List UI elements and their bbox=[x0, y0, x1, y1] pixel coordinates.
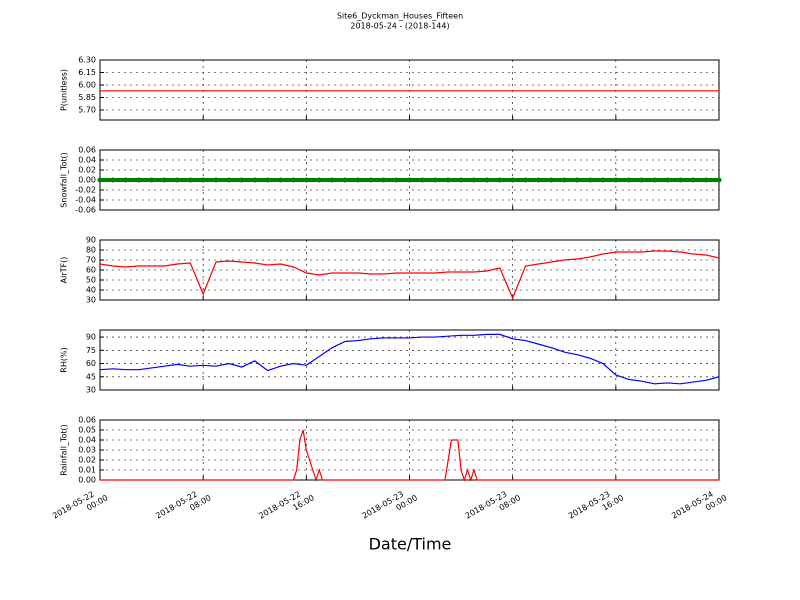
y-axis-label: Rainfall_Tot() bbox=[60, 424, 69, 476]
y-tick-label: 5.70 bbox=[78, 106, 96, 115]
y-tick-label: 6.30 bbox=[78, 56, 96, 65]
y-tick-label: 40 bbox=[86, 286, 96, 295]
y-tick-label: 70 bbox=[86, 256, 96, 265]
data-line bbox=[99, 333, 720, 385]
data-line bbox=[99, 250, 720, 300]
y-tick-label: 0.01 bbox=[78, 466, 96, 475]
y-tick-label: 0.04 bbox=[78, 436, 96, 445]
y-axis-label: RH(%) bbox=[60, 347, 69, 372]
plot-frame bbox=[99, 59, 720, 121]
y-tick-label: 80 bbox=[86, 246, 96, 255]
y-tick-label: 90 bbox=[86, 236, 96, 245]
y-tick-label: 0.05 bbox=[78, 426, 96, 435]
y-tick-label: 60 bbox=[86, 359, 96, 368]
y-tick-label: -0.02 bbox=[75, 186, 96, 195]
y-tick-label: 0.02 bbox=[78, 166, 96, 175]
y-tick-label: -0.06 bbox=[75, 206, 96, 215]
y-tick-label: 0.06 bbox=[78, 146, 96, 155]
y-axis-label: Snowfall_Tot() bbox=[60, 152, 69, 208]
y-tick-label: 90 bbox=[86, 333, 96, 342]
y-tick-label: 0.00 bbox=[78, 476, 96, 485]
y-tick-label: 75 bbox=[86, 346, 96, 355]
y-tick-label: 60 bbox=[86, 266, 96, 275]
y-tick-label: 0.03 bbox=[78, 446, 96, 455]
plot-frame bbox=[99, 329, 720, 391]
y-tick-label: 5.85 bbox=[78, 93, 96, 102]
y-tick-label: 0.02 bbox=[78, 456, 96, 465]
y-tick-label: 0.00 bbox=[78, 176, 96, 185]
y-tick-label: 6.15 bbox=[78, 68, 96, 77]
x-axis-label: Date/Time bbox=[369, 535, 452, 554]
plot-frame bbox=[99, 239, 720, 301]
y-tick-label: 50 bbox=[86, 276, 96, 285]
chart-title: Site6_Dyckman_Houses_Fifteen bbox=[337, 12, 463, 21]
y-tick-label: 6.00 bbox=[78, 81, 96, 90]
y-axis-label: AirTF() bbox=[60, 257, 69, 284]
y-tick-label: 0.04 bbox=[78, 156, 96, 165]
y-tick-label: 45 bbox=[86, 372, 96, 381]
y-tick-label: 30 bbox=[86, 296, 96, 305]
chart-subtitle: 2018-05-24 - (2018-144) bbox=[350, 22, 449, 31]
y-tick-label: 30 bbox=[86, 386, 96, 395]
y-tick-label: -0.04 bbox=[75, 196, 96, 205]
y-axis-label: P(unitless) bbox=[60, 69, 69, 111]
data-line bbox=[100, 429, 719, 482]
y-tick-label: 0.06 bbox=[78, 416, 96, 425]
